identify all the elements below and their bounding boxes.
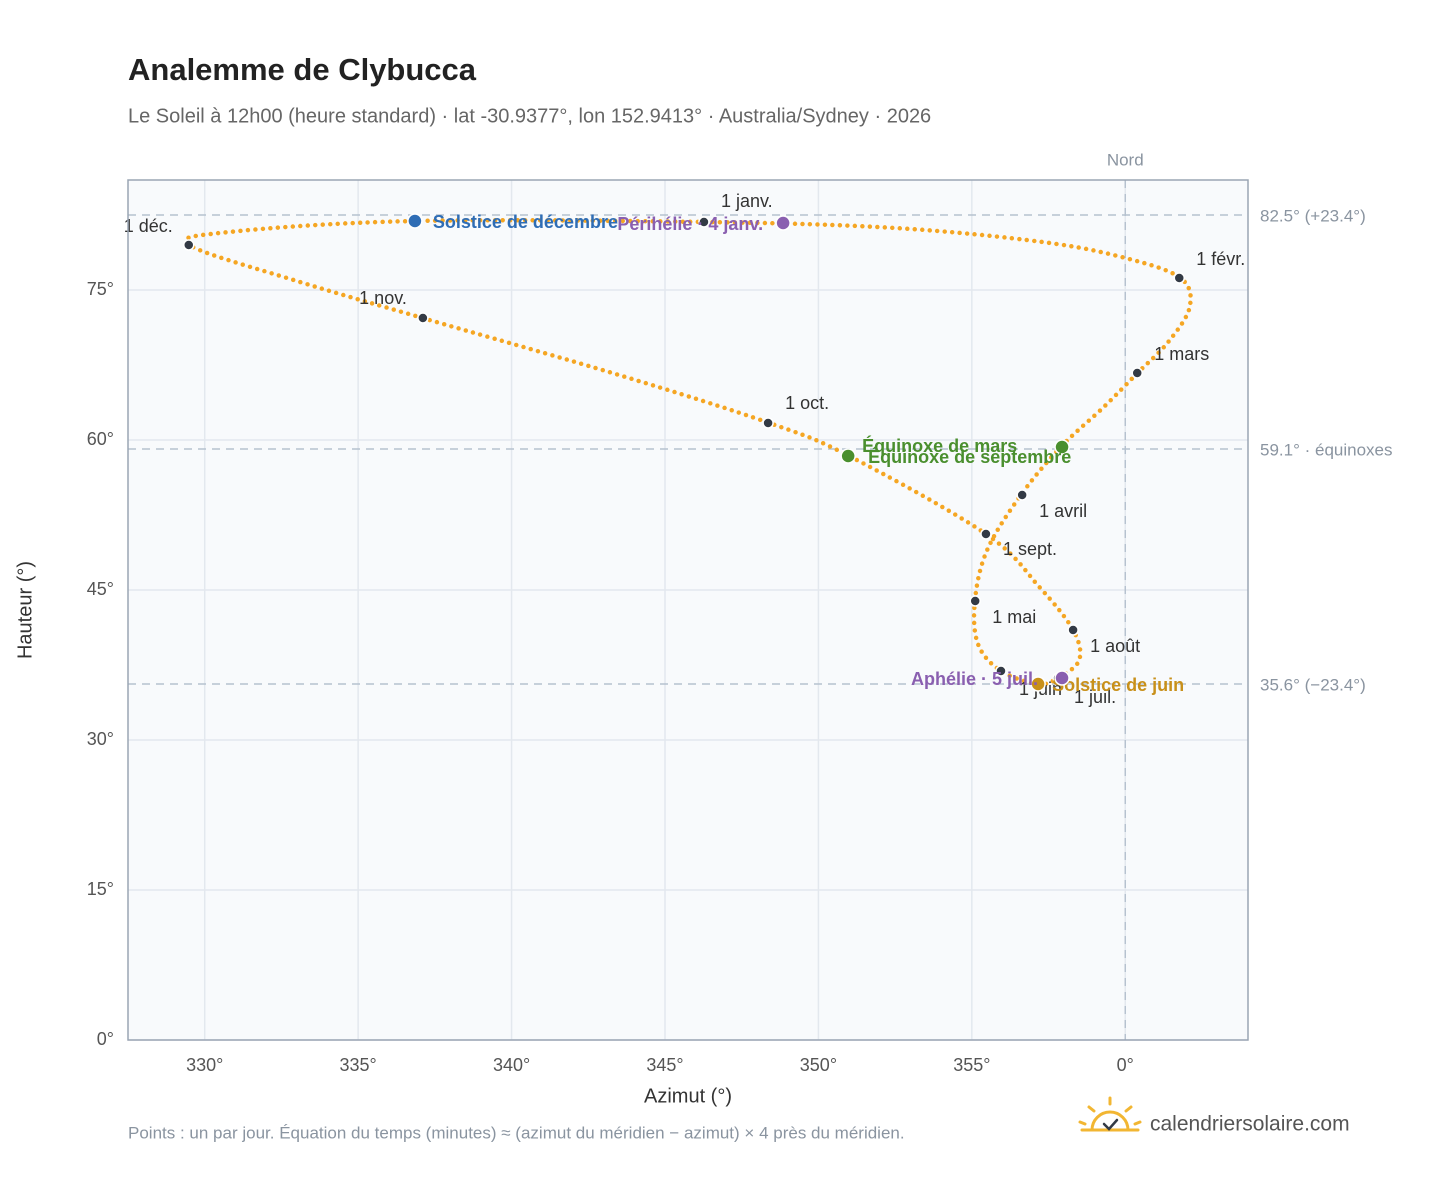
brand: calendriersolaire.com [1150,1113,1350,1136]
brand-logo [1078,1096,1142,1132]
y-tick-label: 15° [87,879,114,899]
grid [128,180,1248,1041]
plot-area [128,180,1248,1040]
event-marker [1030,676,1046,692]
month-label: 1 nov. [359,288,407,308]
footnote: Points : un par jour. Équation du temps … [128,1123,905,1142]
event-marker [407,213,423,229]
month-marker [1016,489,1028,501]
event-label: Solstice de juin [1052,675,1184,695]
event-marker [1054,670,1070,686]
x-tick-label: 340° [493,1055,530,1075]
meridian-label: Nord [1107,150,1144,169]
month-marker [1067,624,1079,636]
month-label: 1 févr. [1196,249,1245,269]
x-tick-label: 0° [1117,1055,1134,1075]
month-label: 1 mars [1154,344,1209,364]
event-label: Aphélie · 5 juil. [911,669,1038,689]
reference-label: 59.1° · équinoxes [1260,440,1393,459]
event-label: Périhélie · 4 janv. [617,214,763,234]
month-label: 1 oct. [785,393,829,413]
x-tick-label: 335° [340,1055,377,1075]
month-label: 1 mai [992,607,1036,627]
event-marker [840,448,856,464]
month-label: 1 janv. [721,191,773,211]
month-label: 1 avril [1039,501,1087,521]
y-tick-label: 30° [87,729,114,749]
x-tick-label: 355° [953,1055,990,1075]
month-marker [183,239,195,251]
month-marker [417,312,429,324]
event-label: Équinoxe de mars [862,435,1017,456]
event-marker [775,215,791,231]
event-marker [1054,439,1070,455]
month-label: 1 sept. [1003,539,1057,559]
x-tick-label: 345° [646,1055,683,1075]
month-marker [995,665,1007,677]
plot-border [127,179,1249,1041]
month-label: 1 août [1090,636,1140,656]
x-tick-label: 350° [800,1055,837,1075]
month-marker [698,216,710,228]
month-marker [762,417,774,429]
month-marker [1131,367,1143,379]
reference-label: 82.5° (+23.4°) [1260,206,1366,225]
event-label: Équinoxe de septembre [868,446,1071,467]
chart-subtitle: Le Soleil à 12h00 (heure standard) · lat… [128,105,931,127]
y-tick-label: 0° [97,1029,114,1049]
reference-label: 35.6° (−23.4°) [1260,675,1366,694]
month-marker [1173,272,1186,284]
y-tick-label: 60° [87,429,114,449]
x-tick-label: 330° [186,1055,223,1075]
month-marker [969,595,981,607]
chart-title: Analemme de Clybucca [128,52,477,87]
month-label: 1 juil. [1074,687,1116,707]
y-tick-label: 75° [87,279,114,299]
month-marker [980,528,992,540]
month-label: 1 déc. [124,216,173,236]
x-axis-title: Azimut (°) [644,1085,732,1107]
y-axis-title: Hauteur (°) [14,561,36,659]
y-tick-label: 45° [87,579,114,599]
event-label: Solstice de décembre [433,212,618,232]
